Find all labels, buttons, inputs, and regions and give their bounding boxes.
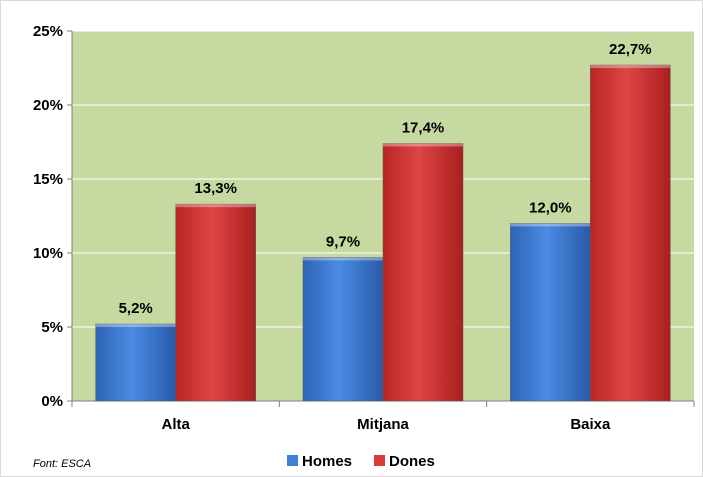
category-label: Mitjana xyxy=(357,416,409,433)
bar-homes-mitjana xyxy=(302,257,384,402)
bars xyxy=(95,64,671,402)
y-tick-label: 10% xyxy=(33,245,63,262)
bar-dones-mitjana xyxy=(382,143,464,402)
bar-dones-alta xyxy=(175,203,256,402)
bar-highlight xyxy=(303,257,383,261)
bar-highlight xyxy=(590,65,671,69)
category-labels: Alta Mitjana Baixa xyxy=(161,416,611,433)
legend-label-dones: Dones xyxy=(389,453,435,470)
data-label: 5,2% xyxy=(119,300,153,317)
legend: Homes Dones xyxy=(287,453,435,470)
category-label: Alta xyxy=(161,416,190,433)
y-tick-label: 0% xyxy=(41,393,63,410)
data-labels: 5,2% 13,3% 9,7% 17,4% 12,0% 22,7% xyxy=(119,41,652,317)
data-label: 9,7% xyxy=(326,233,360,250)
bar-highlight xyxy=(95,324,176,328)
bar-highlight xyxy=(383,143,463,147)
y-tick-label: 15% xyxy=(33,171,63,188)
category-label: Baixa xyxy=(570,416,611,433)
bar-homes-alta xyxy=(95,323,176,402)
y-tick-label: 25% xyxy=(33,23,63,40)
bar-homes-baixa xyxy=(510,223,591,402)
data-label: 17,4% xyxy=(402,119,445,136)
legend-swatch-homes xyxy=(287,455,298,466)
data-label: 22,7% xyxy=(609,41,652,58)
bar-dones-baixa xyxy=(590,64,671,402)
y-tick-label: 5% xyxy=(41,319,63,336)
legend-label-homes: Homes xyxy=(302,453,352,470)
data-label: 13,3% xyxy=(194,180,237,197)
data-label: 12,0% xyxy=(529,199,572,216)
source-note: Font: ESCA xyxy=(33,458,91,470)
y-tick-label: 20% xyxy=(33,97,63,114)
bar-highlight xyxy=(510,223,591,227)
bar-highlight xyxy=(175,204,256,208)
legend-swatch-dones xyxy=(374,455,385,466)
y-tick-labels: 0% 5% 10% 15% 20% 25% xyxy=(33,23,63,410)
